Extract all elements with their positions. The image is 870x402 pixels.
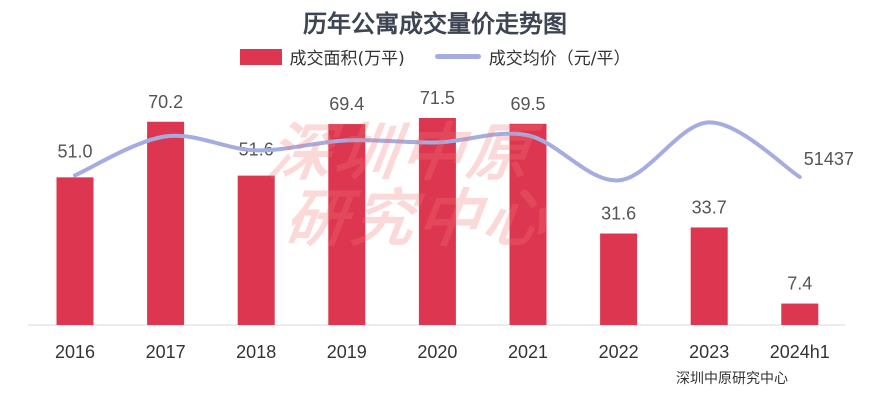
source-label: 深圳中原研究中心 — [676, 371, 788, 387]
bar-label: 33.7 — [692, 197, 727, 217]
x-tick-label: 2017 — [146, 342, 186, 362]
bar-2017 — [147, 121, 185, 325]
legend-label-area: 成交面积(万平) — [289, 49, 405, 69]
x-tick-label: 2016 — [55, 342, 95, 362]
bar-2020 — [418, 118, 456, 325]
bar-label: 71.5 — [420, 88, 455, 108]
bar-label: 7.4 — [787, 274, 812, 294]
bar-2016 — [56, 177, 94, 325]
legend-item-area: 成交面积(万平) — [239, 44, 405, 69]
bar-label: 31.6 — [601, 204, 636, 224]
x-tick-label: 2018 — [236, 342, 276, 362]
price-line — [73, 120, 802, 183]
x-tick-label: 2021 — [508, 342, 548, 362]
legend-item-price: 成交均价（元/平） — [434, 44, 631, 69]
line-label: 51437 — [804, 149, 854, 169]
bar-2019 — [328, 124, 366, 326]
bar-2023 — [690, 227, 728, 325]
bar-label: 51.0 — [57, 141, 92, 161]
chart-title: 历年公寓成交量价走势图 — [303, 10, 567, 38]
x-tick-label: 2020 — [417, 342, 457, 362]
bar-label: 69.4 — [329, 94, 364, 114]
bar-2018 — [237, 175, 275, 325]
bar-2022 — [600, 233, 638, 325]
x-tick-label: 2024h1 — [770, 342, 830, 362]
bar-2024h1 — [781, 303, 819, 325]
bar-label: 69.5 — [510, 94, 545, 114]
x-tick-label: 2022 — [599, 342, 639, 362]
bar-2021 — [509, 123, 547, 325]
legend-swatch-bar — [239, 48, 282, 65]
x-tick-label: 2023 — [689, 342, 729, 362]
legend-label-price: 成交均价（元/平） — [488, 49, 631, 69]
x-tick-label: 2019 — [327, 342, 367, 362]
bar-label: 70.2 — [148, 92, 183, 112]
legend-swatch-line — [434, 54, 481, 59]
legend: 成交面积(万平) 成交均价（元/平） — [0, 44, 870, 69]
